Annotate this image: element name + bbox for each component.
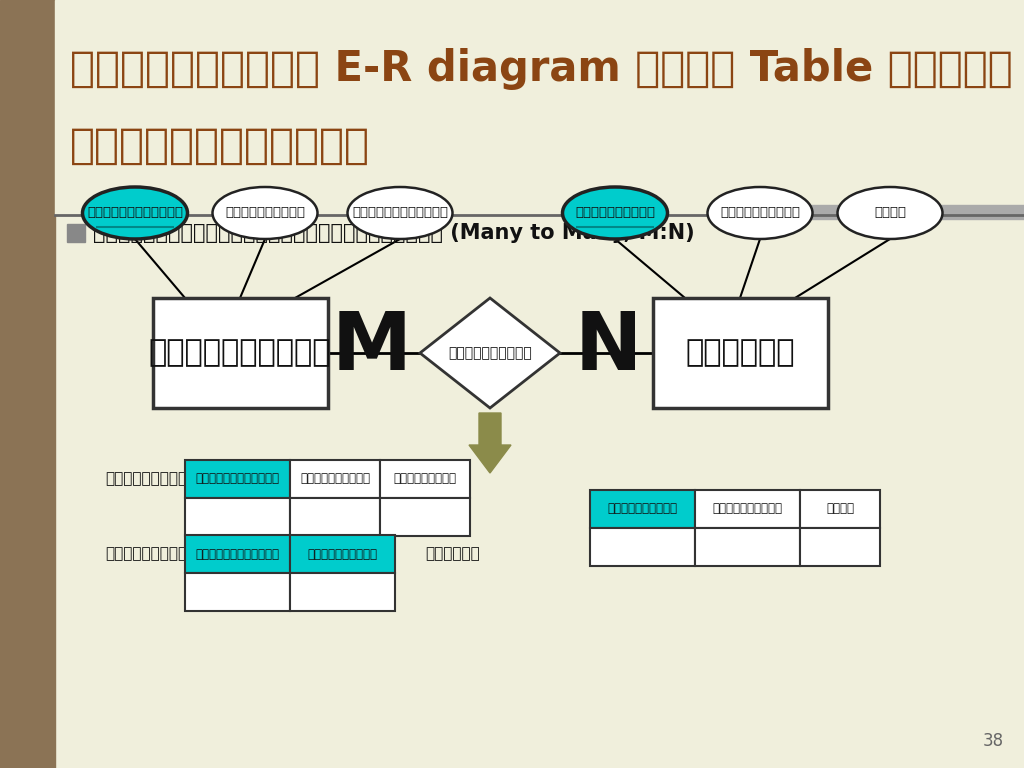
Text: การเปลี่ยน E-R diagram เป็น Table แบบมี: การเปลี่ยน E-R diagram เป็น Table แบบมี [70, 48, 1013, 90]
Bar [768, 205, 1024, 219]
Bar [590, 528, 695, 566]
Ellipse shape [708, 187, 812, 239]
Bar [290, 460, 380, 498]
Bar [290, 535, 395, 573]
Text: สินค้า: สินค้า [685, 339, 795, 368]
Ellipse shape [213, 187, 317, 239]
Text: ราคา: ราคา [826, 502, 854, 515]
Bar [652, 298, 827, 408]
Ellipse shape [562, 187, 668, 239]
Text: สินค้า: สินค้า [425, 547, 480, 561]
Bar [185, 460, 290, 498]
Text: สั่งรายการ: สั่งรายการ [449, 346, 531, 360]
Text: วันที่ส่ง: วันที่ส่ง [393, 472, 457, 485]
Text: วันที่สั่ง: วันที่สั่ง [300, 472, 370, 485]
Polygon shape [420, 298, 560, 408]
Text: วันที่ส่งของ: วันที่ส่งของ [352, 207, 449, 220]
Text: รหัสสินค้า: รหัสสินค้า [575, 207, 655, 220]
Bar [290, 573, 395, 611]
Text: รหัสสินค้า: รหัสสินค้า [607, 502, 678, 515]
Ellipse shape [347, 187, 453, 239]
Ellipse shape [83, 187, 187, 239]
Bar [185, 573, 290, 611]
Text: ความสัมพันธ์แบบกลุ่มต่อกลุ่ม (Many to Many, M:N): ความสัมพันธ์แบบกลุ่มต่อกลุ่ม (Many to Ma… [93, 223, 694, 243]
Bar [695, 490, 800, 528]
Bar [67, 224, 85, 242]
Text: เลขที่ใบสั่ง: เลขที่ใบสั่ง [196, 548, 280, 561]
Bar [153, 298, 328, 408]
Text: ราคา: ราคา [874, 207, 906, 220]
Bar [800, 490, 880, 528]
Bar [380, 460, 470, 498]
Bar [695, 528, 800, 566]
Text: ความสัมพันธ์: ความสัมพันธ์ [70, 125, 370, 167]
Bar [290, 498, 380, 536]
Text: 38: 38 [983, 732, 1004, 750]
Text: ใบสั่งซื้อ: ใบสั่งซื้อ [148, 339, 331, 368]
Text: เลขที่ใบสั่ง: เลขที่ใบสั่ง [87, 207, 183, 220]
Text: รหัสสินค้า: รหัสสินค้า [307, 548, 378, 561]
Bar [800, 528, 880, 566]
Text: เลขที่ใบสั่ง: เลขที่ใบสั่ง [196, 472, 280, 485]
Text: ชื่อสินค้า: ชื่อสินค้า [720, 207, 800, 220]
Bar [0, 0, 55, 768]
Text: ชื่อสินค้า: ชื่อสินค้า [713, 502, 782, 515]
Bar [590, 490, 695, 528]
Text: M: M [332, 309, 412, 387]
FancyArrow shape [469, 413, 511, 473]
Text: สั่งรายการ: สั่งรายการ [105, 547, 197, 561]
Bar [55, 0, 1024, 215]
Text: วันที่สั่ง: วันที่สั่ง [225, 207, 305, 220]
Bar [185, 498, 290, 536]
Text: N: N [574, 309, 642, 387]
Bar [185, 535, 290, 573]
Ellipse shape [838, 187, 942, 239]
Text: ใบสั่งซื้อ: ใบสั่งซื้อ [105, 472, 197, 486]
Bar [380, 498, 470, 536]
